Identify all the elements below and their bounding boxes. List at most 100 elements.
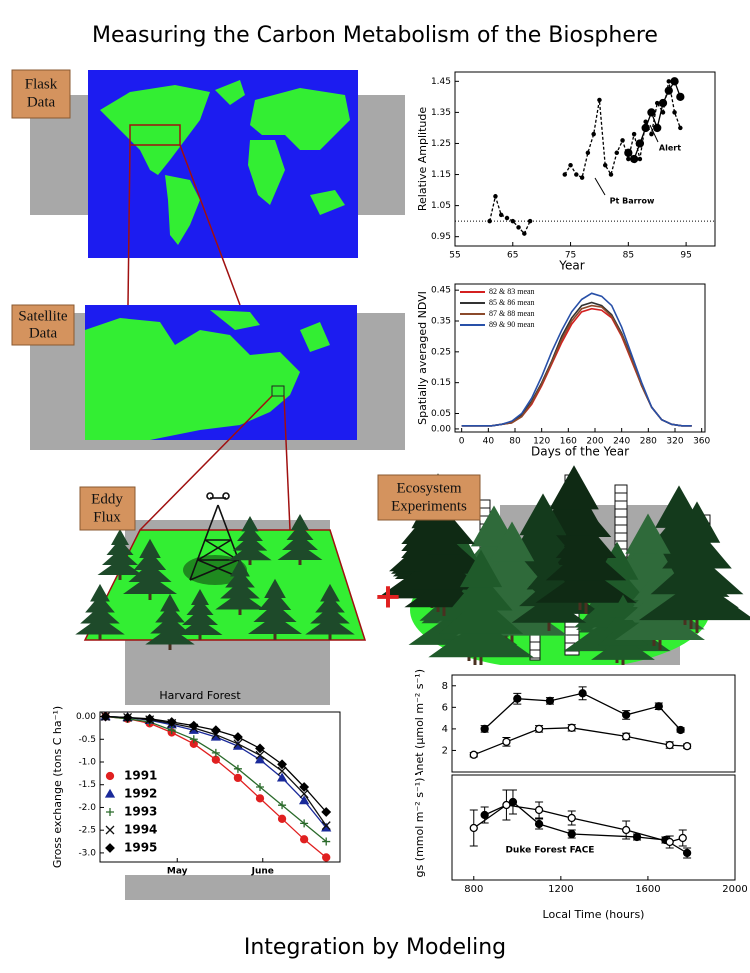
trunk [328,633,332,640]
marker [676,725,685,735]
marker [480,810,489,820]
marker [629,154,639,164]
legend-label: 1992 [124,787,157,801]
tree [111,529,129,545]
tree [625,513,671,554]
charts: 0.95 1.05 1.15 1.25 1.35 1.45 55 65 75 85 95 Relati… [51,62,748,925]
y-tick-label: -2.0 [78,803,96,813]
legend-label: 87 & 88 mean [489,309,535,318]
marker [597,97,602,103]
x-tick-label: 800 [464,884,483,895]
marker [567,723,576,732]
marker [641,123,650,133]
marker [469,823,478,833]
tree [277,544,323,560]
tree [662,527,732,569]
tree [85,594,115,613]
tree [526,562,572,590]
marker [233,764,242,773]
marker [502,800,511,810]
tree [591,637,655,660]
x-tick-label: 1200 [548,884,573,895]
marker [678,833,687,843]
label: Ecosystem [397,480,462,496]
x-tick-label: 0 [459,437,465,447]
y-tick-label: 1.15 [431,170,451,180]
legend-label: 1991 [124,769,157,783]
x-tick-label: May [167,867,188,877]
x-tick-label: 320 [666,437,683,447]
y-axis-label: Spatially averaged NDVI [416,291,429,425]
tree [106,539,134,555]
marker [666,79,672,84]
marker [562,172,568,177]
tree [519,493,567,536]
marker [682,741,692,751]
label: Eddy [91,491,123,507]
trunk [621,658,625,667]
y-tick-label: 0.00 [76,712,96,722]
tree [139,538,161,558]
trunk [248,559,252,565]
annotation: Pt Barrow [610,197,655,206]
trunk [473,653,477,665]
marker [493,194,498,199]
chart-title: Harvard Forest [159,689,241,702]
marker [211,748,220,757]
tree [225,569,255,588]
annotation: Alert [659,144,681,153]
legend-label: 85 & 86 mean [489,298,535,307]
x-tick-label: 1600 [635,884,660,895]
plot-frame [451,674,736,773]
marker [574,172,579,177]
tree [310,605,350,624]
trunk [118,574,122,580]
label-box [79,486,136,531]
trees [75,465,750,669]
tree [638,578,750,621]
trunk [547,621,551,631]
tree [412,561,476,590]
trunk [273,632,277,640]
region-box [129,124,181,146]
marker [534,805,544,815]
y-tick-label: -0.5 [78,735,96,745]
tree [264,578,286,598]
marker [585,150,591,156]
tree [160,593,180,612]
footer: Integration by Modeling [244,935,506,960]
marker [277,814,287,823]
marker [167,726,176,735]
region-box [271,385,285,397]
marker [658,98,668,108]
trunk [298,559,302,565]
marker [664,86,673,95]
connector [179,144,241,306]
y-tick-label: 2 [442,745,448,756]
marker [649,131,654,137]
marker [527,218,533,224]
panel [405,62,725,272]
x-tick-label: 240 [613,437,630,447]
marker [166,717,177,727]
tree [438,596,524,634]
y-tick-label: 4 [442,724,448,735]
label: Satellite [18,308,67,324]
marker [105,771,115,781]
marker [602,162,608,168]
marker [665,740,674,750]
tree [489,521,535,562]
marker [591,131,596,137]
x-tick-label: 2000 [722,884,747,895]
y-tick-label: 0.00 [431,424,451,434]
tree [155,604,185,623]
marker [678,125,683,131]
tree [286,524,314,540]
tree [191,589,209,605]
tree [177,619,223,635]
y-tick-label: 8 [442,681,448,692]
tree [215,591,265,610]
marker [321,821,331,831]
marker [647,108,656,117]
label: Flask [25,76,58,92]
